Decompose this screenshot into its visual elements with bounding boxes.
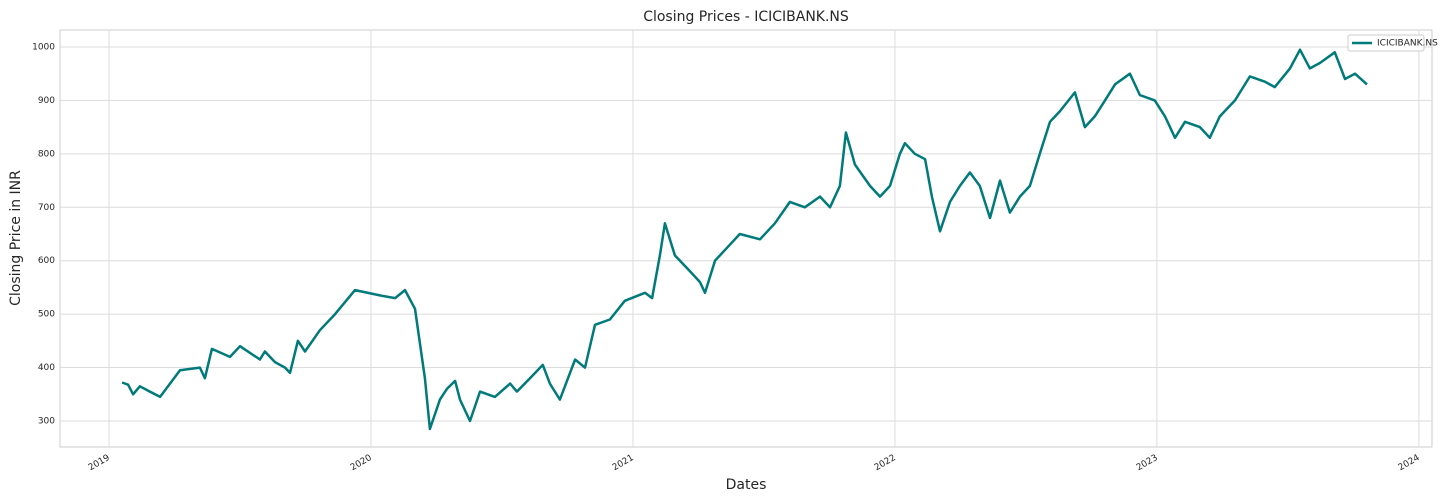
x-tick-label: 2021 <box>611 453 636 473</box>
plot-area <box>59 29 1433 448</box>
x-tick-label: 2022 <box>873 453 898 473</box>
y-tick-label: 400 <box>38 363 55 373</box>
x-tick-label: 2023 <box>1135 453 1160 473</box>
y-tick-label: 700 <box>38 203 55 213</box>
y-tick-label: 900 <box>38 96 55 106</box>
x-tick-label: 2019 <box>87 453 112 473</box>
legend-box <box>1347 34 1425 52</box>
price-line <box>121 48 1368 431</box>
legend: ICICIBANK.NS <box>1347 34 1438 52</box>
y-tick-label: 600 <box>38 256 55 266</box>
y-tick-label: 300 <box>38 416 55 426</box>
x-tick-label: 2020 <box>349 453 374 473</box>
y-tick-label: 800 <box>38 149 55 159</box>
x-tick-label: 2024 <box>1397 453 1422 473</box>
x-axis-label: Dates <box>726 477 767 493</box>
y-tick-label: 500 <box>38 310 55 320</box>
y-axis-label: Closing Price in INR <box>8 170 24 306</box>
y-tick-label: 1000 <box>32 42 55 52</box>
legend-label: ICICIBANK.NS <box>1377 39 1438 49</box>
chart-title: Closing Prices - ICICIBANK.NS <box>643 9 849 25</box>
